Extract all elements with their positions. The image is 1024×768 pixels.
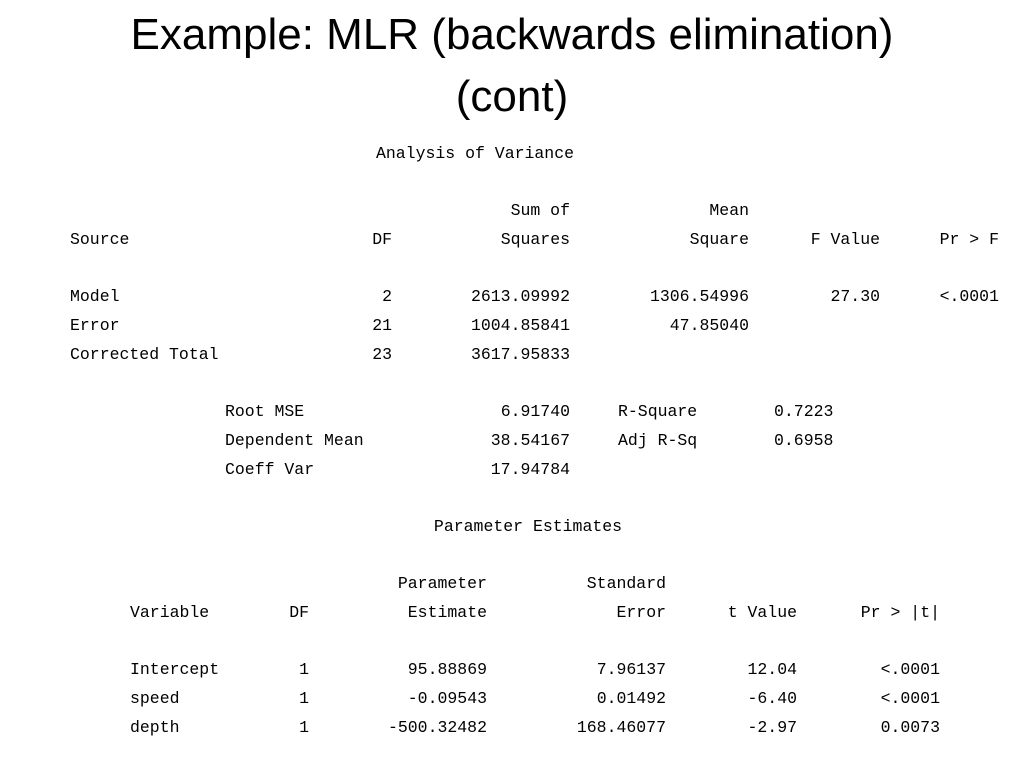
fit-coeff-var-label: Coeff Var [225, 460, 315, 479]
params-row-speed-estimate: -0.09543 [407, 689, 487, 708]
params-header-pr-t: Pr > |t| [860, 603, 940, 622]
anova-row-model-df: 2 [382, 287, 392, 306]
anova-header-mean: Mean [709, 201, 749, 220]
params-row-speed-se: 0.01492 [596, 689, 666, 708]
anova-header-source: Source [70, 230, 130, 249]
params-row-speed-df: 1 [299, 689, 309, 708]
anova-header-square: Square [689, 230, 749, 249]
params-row-intercept-df: 1 [299, 660, 309, 679]
params-row-intercept-estimate: 95.88869 [407, 660, 487, 679]
fit-adj-rsq-value: 0.6958 [774, 431, 834, 450]
params-row-depth-t: -2.97 [747, 718, 797, 737]
params-row-speed-variable: speed [130, 689, 180, 708]
slide-title-line2: (cont) [455, 72, 569, 121]
slide-title-line1: Example: MLR (backwards elimination) [130, 10, 894, 59]
anova-row-error-ms: 47.85040 [669, 316, 749, 335]
params-row-speed-t: -6.40 [747, 689, 797, 708]
anova-header-squares: Squares [500, 230, 570, 249]
params-row-depth-p: 0.0073 [880, 718, 940, 737]
slide-title: Example: MLR (backwards elimination) (co… [0, 4, 1024, 128]
anova-header-pr-f: Pr > F [939, 230, 999, 249]
params-row-intercept-variable: Intercept [130, 660, 220, 679]
fit-rsq-label: R-Square [618, 402, 698, 421]
fit-root-mse-label: Root MSE [225, 402, 305, 421]
fit-rsq-value: 0.7223 [774, 402, 834, 421]
params-row-intercept-p: <.0001 [880, 660, 940, 679]
params-row-intercept-se: 7.96137 [596, 660, 666, 679]
anova-header-f-value: F Value [810, 230, 880, 249]
anova-row-error-df: 21 [372, 316, 392, 335]
anova-header-sum-of: Sum of [510, 201, 570, 220]
anova-row-model-f: 27.30 [830, 287, 880, 306]
params-header-t-value: t Value [727, 603, 797, 622]
params-header-parameter: Parameter [397, 574, 487, 593]
anova-row-model-source: Model [70, 287, 120, 306]
params-row-intercept-t: 12.04 [747, 660, 797, 679]
fit-root-mse-value: 6.91740 [500, 402, 570, 421]
params-header-estimate: Estimate [407, 603, 487, 622]
anova-row-model-ms: 1306.54996 [649, 287, 749, 306]
params-row-depth-df: 1 [299, 718, 309, 737]
params-header-standard: Standard [586, 574, 666, 593]
anova-header-df: DF [372, 230, 392, 249]
anova-row-error-ss: 1004.85841 [470, 316, 570, 335]
anova-heading: Analysis of Variance [375, 144, 575, 163]
fit-dep-mean-label: Dependent Mean [225, 431, 364, 450]
anova-row-total-source: Corrected Total [70, 345, 219, 364]
params-row-depth-variable: depth [130, 718, 180, 737]
anova-row-error-source: Error [70, 316, 120, 335]
anova-row-model-p: <.0001 [939, 287, 999, 306]
params-header-variable: Variable [130, 603, 210, 622]
anova-row-model-ss: 2613.09992 [470, 287, 570, 306]
params-row-depth-se: 168.46077 [576, 718, 666, 737]
anova-row-total-df: 23 [372, 345, 392, 364]
anova-row-total-ss: 3617.95833 [470, 345, 570, 364]
fit-adj-rsq-label: Adj R-Sq [618, 431, 698, 450]
params-header-df: DF [289, 603, 309, 622]
params-row-depth-estimate: -500.32482 [387, 718, 487, 737]
params-row-speed-p: <.0001 [880, 689, 940, 708]
fit-dep-mean-value: 38.54167 [490, 431, 570, 450]
params-heading: Parameter Estimates [433, 517, 623, 536]
fit-coeff-var-value: 17.94784 [490, 460, 570, 479]
params-header-error: Error [616, 603, 666, 622]
